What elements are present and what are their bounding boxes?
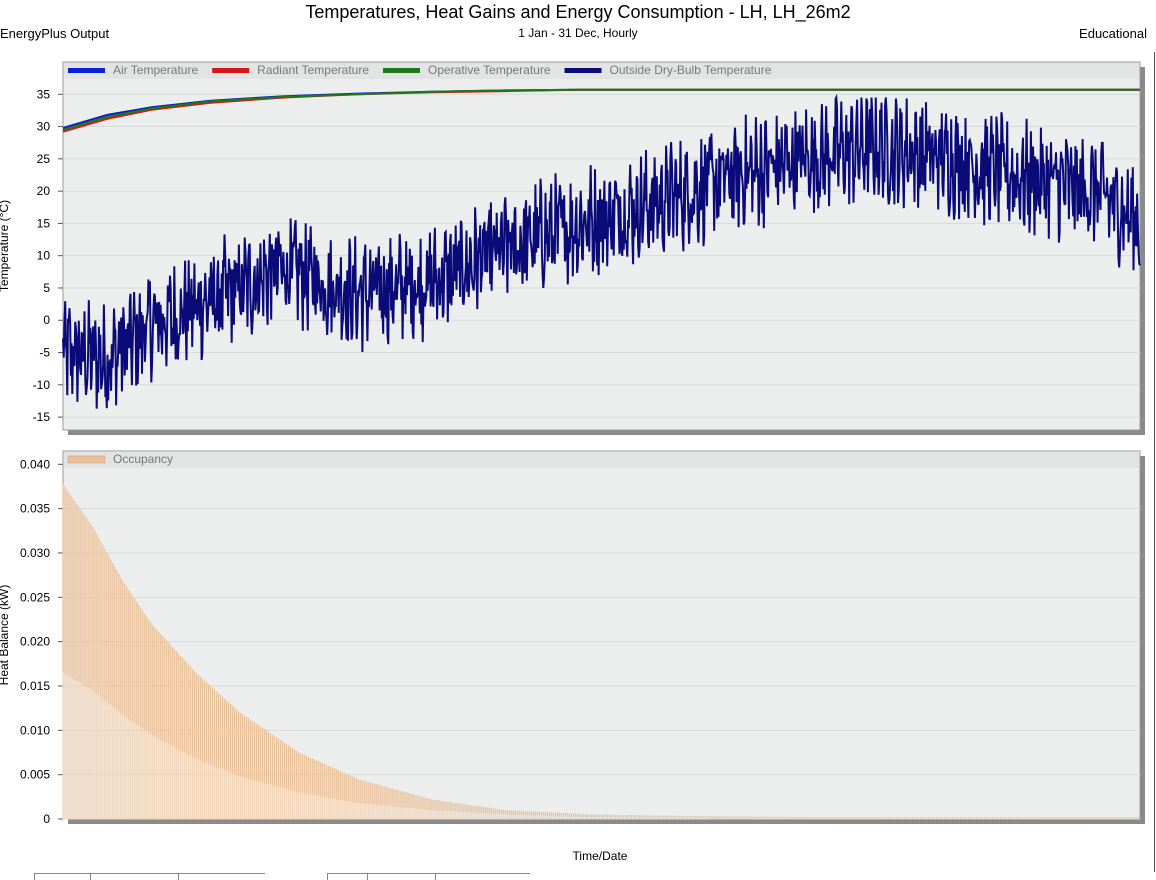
tab-strip-tab[interactable]: [327, 873, 368, 880]
y-tick-label: 20: [37, 184, 51, 198]
tab-strip-tab[interactable]: [34, 873, 91, 880]
tab-strip-tab[interactable]: [178, 873, 265, 880]
y-tick-label: -10: [33, 378, 51, 392]
y-tick-label: 0.005: [20, 768, 50, 782]
tab-strip-tab[interactable]: [435, 873, 530, 880]
y-tick-label: -5: [39, 346, 50, 360]
category-label: Educational: [1079, 26, 1147, 41]
tab-strip: [0, 873, 1156, 880]
y-tick-label: -15: [33, 410, 51, 424]
y-tick-label: 0: [43, 313, 50, 327]
y-tick-label: 5: [43, 281, 50, 295]
y-tick-label: 0.020: [20, 635, 50, 649]
legend-label: Air Temperature: [113, 63, 198, 77]
y-axis-label: Temperature (°C): [0, 200, 11, 292]
y-tick-label: 30: [37, 120, 51, 134]
legend-band: [64, 452, 1139, 468]
legend-label: Occupancy: [113, 452, 173, 466]
source-label: EnergyPlus Output: [0, 26, 110, 41]
plot-area: [62, 61, 1141, 431]
tab-strip-tab[interactable]: [90, 873, 179, 880]
y-tick-label: 0.030: [20, 546, 50, 560]
legend-swatch: [564, 68, 602, 73]
y-tick-label: 10: [37, 249, 51, 263]
y-tick-label: 0.010: [20, 723, 50, 737]
y-tick-label: 0.040: [20, 457, 50, 471]
legend-swatch: [212, 68, 250, 73]
chart-subtitle: 1 Jan - 31 Dec, Hourly: [518, 26, 638, 40]
y-axis-label: Heat Balance (kW): [0, 585, 11, 686]
legend-swatch: [67, 455, 106, 464]
y-tick-label: 35: [37, 87, 51, 101]
y-tick-label: 0.015: [20, 679, 50, 693]
legend-label: Radiant Temperature: [257, 63, 369, 77]
legend-label: Outside Dry-Bulb Temperature: [610, 63, 772, 77]
y-tick-label: 0.025: [20, 590, 50, 604]
x-axis-label: Time/Date: [572, 849, 628, 863]
y-tick-label: 15: [37, 216, 51, 230]
frame-divider: [1154, 52, 1155, 872]
series-line-operative-temperature: [62, 88, 1140, 131]
y-tick-label: 0: [43, 812, 50, 826]
series-line-outside-dry-bulb: [62, 93, 1141, 409]
tab-strip-tab[interactable]: [367, 873, 436, 880]
legend-label: Operative Temperature: [428, 63, 551, 77]
legend-swatch: [68, 68, 105, 73]
chart-title: Temperatures, Heat Gains and Energy Cons…: [305, 2, 851, 22]
y-tick-label: 0.035: [20, 502, 50, 516]
legend-swatch: [383, 68, 420, 73]
series-area-occupancy: [62, 483, 1139, 819]
y-tick-label: 25: [37, 152, 51, 166]
